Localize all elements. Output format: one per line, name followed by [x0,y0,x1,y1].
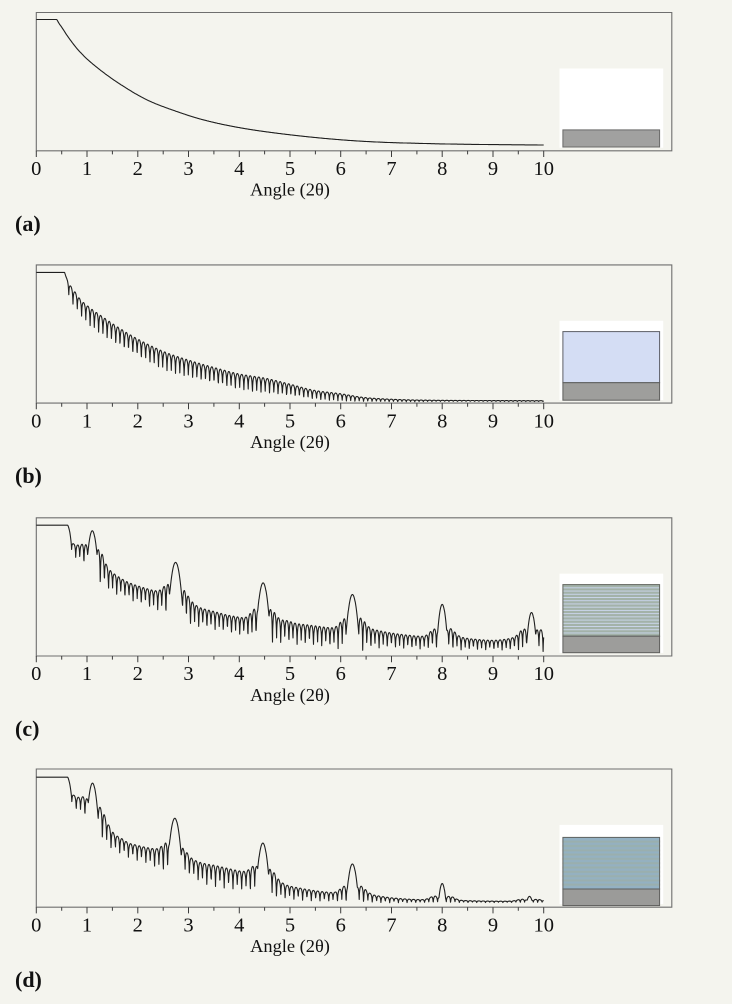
svg-text:(b): (b) [15,463,42,488]
svg-text:8: 8 [437,410,447,432]
svg-text:6: 6 [336,158,346,180]
svg-text:4: 4 [234,410,244,432]
svg-text:0: 0 [31,914,41,936]
svg-text:9: 9 [488,410,498,432]
svg-text:7: 7 [386,410,396,432]
svg-text:(a): (a) [15,211,41,236]
svg-text:(d): (d) [15,967,42,992]
svg-text:0: 0 [31,158,41,180]
svg-text:3: 3 [183,410,193,432]
svg-text:5: 5 [285,158,295,180]
svg-text:4: 4 [234,663,244,685]
svg-text:Angle (2θ): Angle (2θ) [250,432,330,453]
svg-text:10: 10 [533,410,554,432]
svg-text:10: 10 [533,663,554,685]
svg-text:9: 9 [488,158,498,180]
svg-text:Angle (2θ): Angle (2θ) [250,685,330,706]
svg-text:7: 7 [386,914,396,936]
svg-text:4: 4 [234,914,244,936]
svg-text:9: 9 [488,914,498,936]
svg-text:2: 2 [133,158,143,180]
svg-text:7: 7 [386,158,396,180]
svg-text:5: 5 [285,663,295,685]
svg-text:(c): (c) [15,716,39,741]
svg-text:2: 2 [133,663,143,685]
svg-text:3: 3 [183,158,193,180]
svg-text:1: 1 [82,410,92,432]
svg-text:1: 1 [82,663,92,685]
svg-text:10: 10 [533,158,554,180]
svg-text:Angle (2θ): Angle (2θ) [250,936,330,957]
svg-text:2: 2 [133,410,143,432]
svg-text:7: 7 [386,663,396,685]
svg-text:3: 3 [183,914,193,936]
svg-text:5: 5 [285,410,295,432]
svg-text:4: 4 [234,158,244,180]
svg-text:2: 2 [133,914,143,936]
svg-text:5: 5 [285,914,295,936]
svg-text:8: 8 [437,914,447,936]
svg-text:8: 8 [437,158,447,180]
svg-text:Angle (2θ): Angle (2θ) [250,180,330,201]
svg-text:6: 6 [336,663,346,685]
svg-text:3: 3 [183,663,193,685]
svg-text:0: 0 [31,663,41,685]
svg-text:0: 0 [31,410,41,432]
svg-text:1: 1 [82,914,92,936]
svg-text:6: 6 [336,914,346,936]
svg-text:6: 6 [336,410,346,432]
svg-text:1: 1 [82,158,92,180]
svg-text:9: 9 [488,663,498,685]
svg-text:8: 8 [437,663,447,685]
svg-text:10: 10 [533,914,554,936]
